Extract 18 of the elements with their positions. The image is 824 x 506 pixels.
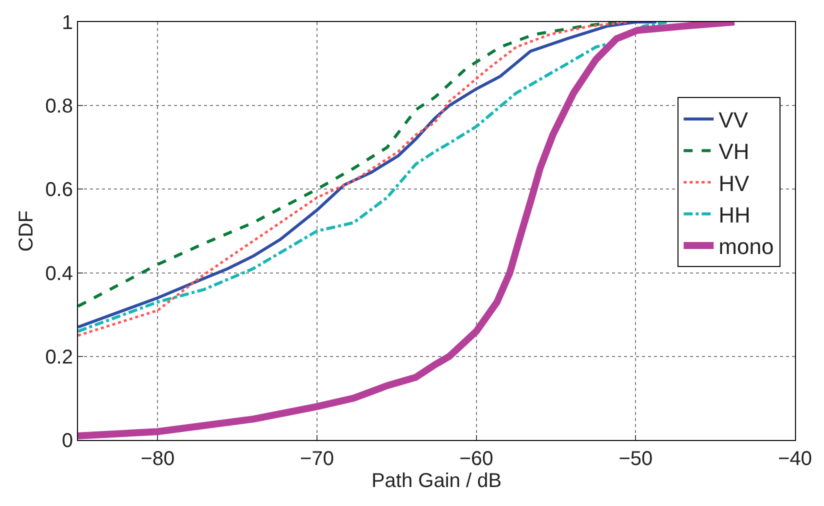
legend-label: VV [718,108,748,133]
x-tick-label: −70 [300,448,334,470]
y-tick-label: 1 [62,12,73,34]
y-tick-label: 0.2 [45,346,73,368]
x-axis-title: Path Gain / dB [371,470,502,492]
x-tick-label: −50 [618,448,653,470]
legend-label: mono [718,234,774,260]
legend-label: VH [718,139,750,164]
y-tick-label: 0.8 [45,96,73,118]
y-axis-title: CDF [16,210,38,252]
y-tick-label: 0 [62,430,73,452]
y-tick-label: 0.6 [45,179,73,202]
legend-label: HV [718,170,750,196]
y-tick-label: 0.4 [45,262,73,285]
x-tick-label: −40 [778,448,812,470]
x-tick-label: −60 [459,448,494,470]
x-tick-label: −80 [140,448,175,470]
legend-label: HH [718,202,750,228]
